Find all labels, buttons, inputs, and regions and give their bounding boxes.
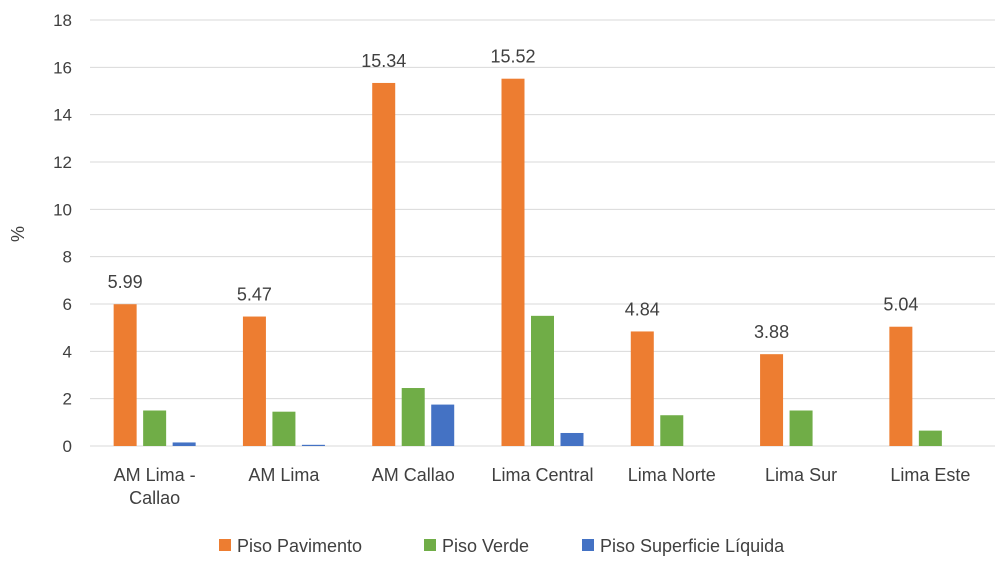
legend-swatch	[424, 539, 436, 551]
bar-piso-pavimento	[630, 331, 654, 446]
bar-piso-verde	[272, 411, 296, 446]
legend-label: Piso Superficie Líquida	[600, 536, 785, 556]
x-tick-label: Lima Este	[890, 465, 970, 485]
legend-label: Piso Verde	[442, 536, 529, 556]
bar-piso-pavimento	[501, 78, 525, 447]
x-tick-label: AM Lima -	[114, 465, 196, 485]
bar-piso-superficie-l-quida	[172, 442, 196, 446]
legend-swatch	[219, 539, 231, 551]
y-tick-label: 10	[53, 200, 72, 219]
x-tick-label: AM Callao	[372, 465, 455, 485]
bar-piso-verde	[660, 415, 684, 446]
x-tick-label: Lima Sur	[765, 465, 837, 485]
data-label: 15.34	[361, 51, 406, 71]
y-tick-label: 2	[63, 390, 72, 409]
bar-piso-pavimento	[242, 316, 266, 446]
x-tick-label: Lima Norte	[628, 465, 716, 485]
y-tick-label: 8	[63, 248, 72, 267]
y-axis-ticks: 0 2 4 6 8 10 12 14 16 18	[53, 11, 72, 456]
bar-piso-verde	[918, 430, 942, 446]
bar-piso-superficie-l-quida	[560, 432, 584, 446]
gridlines	[90, 19, 995, 447]
bar-piso-pavimento	[889, 326, 913, 446]
x-tick-label: Lima Central	[491, 465, 593, 485]
bar-piso-superficie-l-quida	[431, 404, 455, 446]
data-labels: 5.99 5.47 15.34 15.52 4.84 3.88 5.04	[108, 47, 919, 342]
data-label: 5.99	[108, 272, 143, 292]
data-label: 3.88	[754, 322, 789, 342]
y-tick-label: 16	[53, 58, 72, 77]
bar-piso-pavimento	[760, 354, 784, 446]
y-tick-label: 18	[53, 11, 72, 30]
x-tick-label: AM Lima	[248, 465, 320, 485]
bar-piso-verde	[789, 410, 813, 446]
y-tick-label: 6	[63, 295, 72, 314]
y-tick-label: 14	[53, 106, 72, 125]
bar-piso-pavimento	[372, 82, 396, 446]
legend-label: Piso Pavimento	[237, 536, 362, 556]
data-label: 5.47	[237, 285, 272, 305]
bar-piso-pavimento	[113, 304, 137, 446]
bars	[113, 78, 942, 447]
bar-piso-verde	[143, 410, 167, 446]
legend-swatch	[582, 539, 594, 551]
legend: Piso Pavimento Piso Verde Piso Superficie …	[219, 536, 785, 556]
data-label: 5.04	[883, 295, 918, 315]
y-tick-label: 4	[63, 342, 72, 361]
x-tick-label: Callao	[129, 488, 180, 508]
bar-piso-verde	[401, 388, 425, 446]
y-tick-label: 12	[53, 153, 72, 172]
data-label: 15.52	[490, 47, 535, 67]
x-axis-ticks: AM Lima - Callao AM Lima AM Callao Lima Cent…	[114, 465, 971, 508]
data-label: 4.84	[625, 299, 660, 319]
bar-piso-superficie-l-quida	[301, 444, 325, 446]
y-axis-label: %	[8, 226, 28, 242]
y-tick-label: 0	[63, 437, 72, 456]
bar-piso-verde	[531, 315, 554, 446]
